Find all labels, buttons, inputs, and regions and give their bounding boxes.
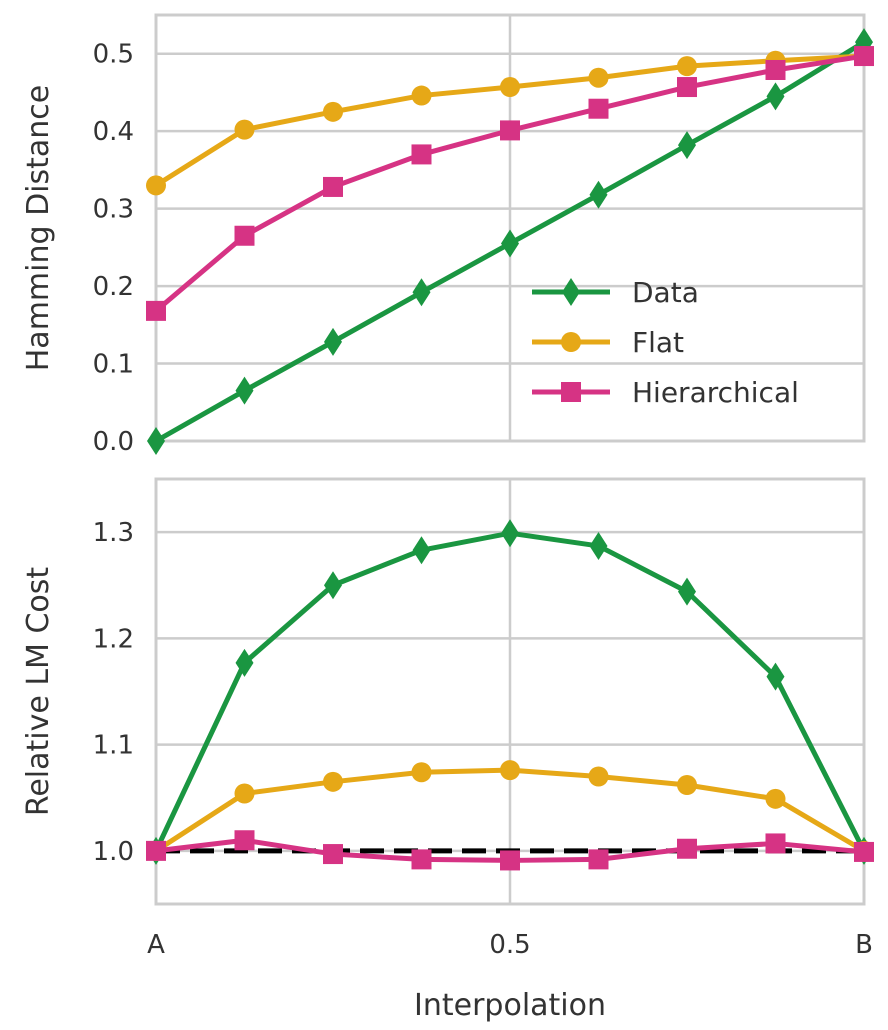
data-point-data	[324, 571, 342, 600]
legend: Data Flat Hierarchical	[532, 276, 799, 409]
data-point-flat	[500, 760, 520, 781]
data-point-data	[766, 82, 785, 111]
data-point-hierarchical	[146, 840, 166, 861]
x-axis-label: Interpolation	[414, 988, 606, 1023]
data-point-flat	[411, 85, 432, 106]
data-point-flat	[765, 788, 786, 809]
data-point-data	[412, 536, 431, 565]
data-point-data	[589, 180, 608, 209]
legend-marker	[561, 382, 581, 402]
data-point-hierarchical	[588, 98, 609, 119]
data-point-hierarchical	[234, 225, 255, 246]
series-data	[147, 28, 873, 455]
y-tick-label: 1.1	[93, 731, 134, 761]
data-point-hierarchical	[234, 830, 255, 851]
data-point-hierarchical	[500, 120, 520, 141]
legend-label: Data	[632, 276, 699, 309]
data-point-hierarchical	[677, 77, 697, 98]
y-tick-label: 0.1	[93, 350, 134, 380]
y-tick-label: 0.0	[93, 427, 134, 457]
data-point-hierarchical	[323, 176, 343, 197]
series-hierarchical	[146, 46, 874, 321]
data-point-hierarchical	[765, 59, 786, 80]
data-point-flat	[234, 783, 255, 804]
data-point-hierarchical	[854, 46, 874, 67]
series-hierarchical	[146, 830, 874, 871]
data-point-flat	[588, 766, 609, 787]
y-tick-label: 0.4	[93, 117, 134, 147]
data-point-data	[678, 131, 696, 160]
data-point-hierarchical	[765, 833, 786, 854]
data-point-flat	[500, 77, 520, 98]
legend-marker	[561, 332, 581, 352]
legend-marker	[562, 278, 580, 306]
legend-label: Flat	[632, 326, 684, 359]
y-tick-label: 0.2	[93, 272, 134, 302]
data-point-data	[324, 327, 342, 356]
legend-label: Hierarchical	[632, 376, 799, 409]
data-point-hierarchical	[854, 841, 874, 862]
data-point-flat	[677, 56, 697, 77]
data-point-data	[766, 662, 785, 691]
data-point-hierarchical	[411, 849, 432, 870]
bottom-y-axis-label: Relative LM Cost	[21, 567, 56, 817]
data-point-hierarchical	[500, 850, 520, 871]
y-tick-label: 1.2	[93, 624, 134, 654]
x-tick-label: 0.5	[489, 930, 530, 960]
y-tick-label: 0.5	[93, 40, 134, 70]
legend-entry-hierarchical: Hierarchical	[532, 376, 799, 409]
bottom-plot-frame	[154, 477, 866, 906]
data-point-hierarchical	[588, 849, 609, 870]
y-tick-label: 1.3	[93, 518, 134, 548]
data-point-flat	[146, 175, 166, 196]
top-y-axis-label: Hamming Distance	[21, 85, 56, 372]
data-point-flat	[677, 775, 697, 795]
top-plot-frame	[154, 13, 866, 443]
bottom-y-tick-labels: 1.0 1.1 1.2 1.3	[93, 518, 134, 867]
data-point-hierarchical	[323, 844, 343, 865]
top-series	[146, 28, 874, 455]
data-point-data	[501, 229, 519, 258]
bottom-series	[146, 519, 874, 871]
data-point-data	[235, 376, 254, 405]
lm-cost-panel: 1.0 1.1 1.2 1.3 A 0.5 B Relative LM Cost Inte…	[21, 477, 874, 1023]
x-tick-label: B	[855, 930, 873, 960]
data-point-data	[589, 531, 608, 560]
data-point-data	[235, 648, 254, 677]
x-tick-labels: A 0.5 B	[147, 930, 873, 960]
data-point-flat	[323, 101, 343, 122]
data-point-data	[501, 519, 519, 548]
data-point-flat	[588, 67, 609, 88]
top-y-tick-labels: 0.0 0.1 0.2 0.3 0.4 0.5	[93, 40, 134, 457]
data-point-flat	[411, 762, 432, 783]
x-tick-label: A	[147, 930, 165, 960]
hamming-distance-panel: 0.0 0.1 0.2 0.3 0.4 0.5 Hamming Distance Data…	[21, 13, 874, 457]
y-tick-label: 0.3	[93, 195, 134, 225]
data-point-hierarchical	[411, 144, 432, 165]
data-point-data	[147, 427, 165, 455]
data-point-hierarchical	[677, 838, 697, 859]
data-point-hierarchical	[146, 300, 166, 321]
data-point-data	[412, 278, 431, 307]
data-point-data	[678, 577, 696, 606]
legend-entry-flat: Flat	[532, 326, 684, 359]
y-tick-label: 1.0	[93, 837, 134, 867]
legend-entry-data: Data	[532, 276, 699, 309]
data-point-flat	[323, 771, 343, 792]
data-point-flat	[234, 119, 255, 140]
